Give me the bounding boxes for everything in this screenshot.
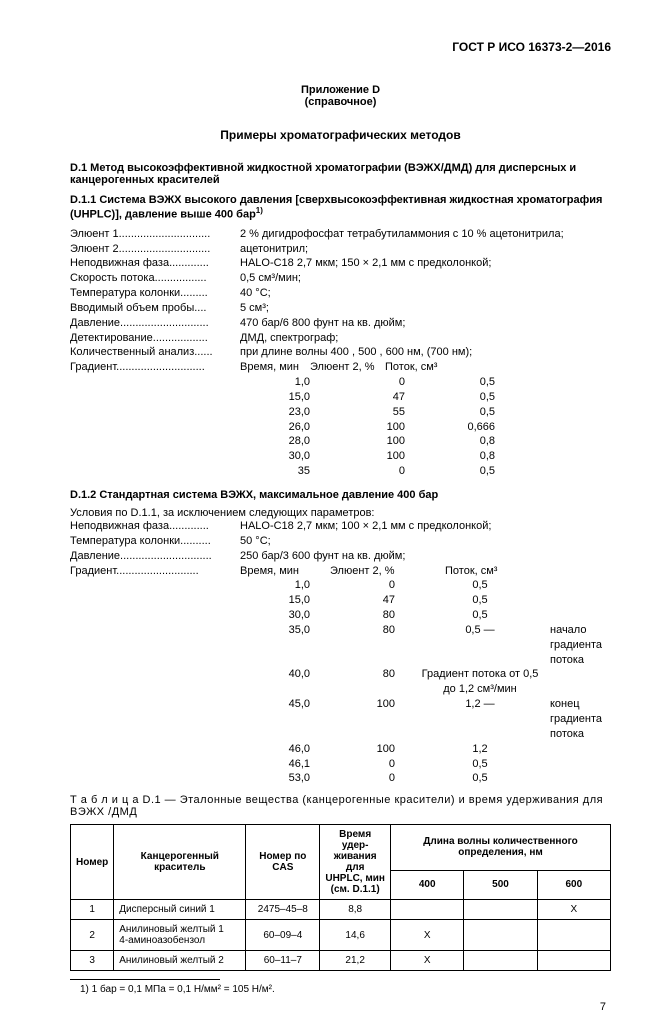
param-label: Вводимый объем пробы....: [70, 301, 240, 316]
param-row: Элюент 2..............................ац…: [70, 242, 611, 257]
grad2-h-pct: Элюент 2, %: [330, 564, 415, 579]
section-d12: D.1.2 Стандартная система ВЭЖХ, максимал…: [70, 489, 611, 501]
appendix-label: Приложение D (справочное): [70, 84, 611, 108]
param-label: Количественный анализ......: [70, 345, 240, 360]
param-row: Неподвижная фаза.............HALO-C18 2,…: [70, 519, 611, 534]
table-row: 2Анилиновый желтый 1 4-аминоазобензол60–…: [71, 920, 611, 951]
gradient2-header: Время, мин Элюент 2, % Поток, см³: [240, 564, 611, 579]
param-row: Давление..............................25…: [70, 549, 611, 564]
param-row: Скорость потока.................0,5 см³/…: [70, 271, 611, 286]
gradient2-label: Градиент...........................: [70, 564, 240, 787]
gradient2-line: Градиент........................... Врем…: [70, 564, 611, 787]
grad1-h-flow: Поток, см³: [385, 360, 455, 375]
section-d11: D.1.1 Система ВЭЖХ высокого давления [св…: [70, 194, 611, 221]
gradient-row: 3500,5: [240, 464, 611, 479]
param-row: Детектирование..................ДМД, спе…: [70, 331, 611, 346]
param-value: 2 % дигидрофосфат тетрабутиламмония с 10…: [240, 227, 611, 242]
params-d12: Неподвижная фаза.............HALO-C18 2,…: [70, 519, 611, 564]
footnote: 1) 1 бар = 0,1 МПа = 0,1 Н/мм² = 105 Н/м…: [70, 984, 611, 995]
param-value: HALO-C18 2,7 мкм; 150 × 2,1 мм с предкол…: [240, 256, 611, 271]
th-num: Номер: [71, 825, 114, 900]
table-row: 1Дисперсный синий 12475–45–88,8X: [71, 900, 611, 920]
gradient-row: 1,000,5: [240, 578, 611, 593]
grad1-h-pct: Элюент 2, %: [310, 360, 385, 375]
param-label: Скорость потока.................: [70, 271, 240, 286]
param-value: 50 °C;: [240, 534, 611, 549]
grad1-h-time: Время, мин: [240, 360, 310, 375]
th-500: 500: [464, 870, 537, 899]
param-value: 470 бар/6 800 фунт на кв. дюйм;: [240, 316, 611, 331]
gradient-row: 23,0550,5: [240, 405, 611, 420]
param-value: ацетонитрил;: [240, 242, 611, 257]
gradient-row: 35,0800,5 —начало градиента потока: [240, 623, 611, 668]
appendix-line1: Приложение D: [301, 84, 380, 96]
param-label: Температура колонки.........: [70, 286, 240, 301]
gradient-row: 46,01001,2: [240, 742, 611, 757]
gradient2-body: 1,000,515,0470,530,0800,535,0800,5 —нача…: [240, 578, 611, 786]
th-cas: Номер по CAS: [246, 825, 320, 900]
param-row: Неподвижная фаза.............HALO-C18 2,…: [70, 256, 611, 271]
gradient-row: 15,0470,5: [240, 593, 611, 608]
grad2-h-flow: Поток, см³: [415, 564, 575, 579]
gradient1-body: 1,000,515,0470,523,0550,526,01000,66628,…: [240, 375, 611, 479]
param-value: HALO-C18 2,7 мкм; 100 × 2,1 мм с предкол…: [240, 519, 611, 534]
section-d1: D.1 Метод высокоэффективной жидкостной х…: [70, 162, 611, 186]
param-label: Элюент 2..............................: [70, 242, 240, 257]
gradient-row: 28,01000,8: [240, 434, 611, 449]
param-label: Давление.............................: [70, 316, 240, 331]
gradient-row: 45,01001,2 —конец градиента потока: [240, 697, 611, 742]
gradient-row: 53,000,5: [240, 771, 611, 786]
d12-conditions: Условия по D.1.1, за исключением следующ…: [70, 507, 611, 519]
params-d11: Элюент 1..............................2 …: [70, 227, 611, 361]
table-body: 1Дисперсный синий 12475–45–88,8X2Анилино…: [71, 900, 611, 971]
d11-text: D.1.1 Система ВЭЖХ высокого давления [св…: [70, 194, 602, 221]
table-d1: Номер Канцерогенный краситель Номер по C…: [70, 824, 611, 971]
page-number: 7: [70, 1001, 611, 1013]
table-caption: Т а б л и ц а D.1 — Эталонные вещества (…: [70, 794, 611, 818]
param-label: Неподвижная фаза.............: [70, 256, 240, 271]
gradient-row: 30,0800,5: [240, 608, 611, 623]
param-label: Элюент 1..............................: [70, 227, 240, 242]
param-row: Давление.............................470…: [70, 316, 611, 331]
d11-sup: 1): [256, 206, 263, 215]
param-row: Вводимый объем пробы....5 см³;: [70, 301, 611, 316]
param-label: Детектирование..................: [70, 331, 240, 346]
param-value: 5 см³;: [240, 301, 611, 316]
param-label: Неподвижная фаза.............: [70, 519, 240, 534]
appendix-line2: (справочное): [305, 96, 377, 108]
param-label: Давление..............................: [70, 549, 240, 564]
param-row: Количественный анализ......при длине вол…: [70, 345, 611, 360]
param-row: Температура колонки.........40 °C;: [70, 286, 611, 301]
footnote-rule: [70, 979, 220, 980]
gradient-row: 15,0470,5: [240, 390, 611, 405]
param-value: при длине волны 400 , 500 , 600 нм, (700…: [240, 345, 611, 360]
param-value: ДМД, спектрограф;: [240, 331, 611, 346]
th-dye: Канцерогенный краситель: [114, 825, 246, 900]
th-ret: Время удер- живания для UHPLC, мин (см. …: [320, 825, 391, 900]
th-wave: Длина волны количественного определения,…: [391, 825, 611, 871]
param-label: Температура колонки..........: [70, 534, 240, 549]
gradient1-line: Градиент............................. Вр…: [70, 360, 611, 479]
gradient1-header: Время, мин Элюент 2, % Поток, см³: [240, 360, 611, 375]
th-600: 600: [537, 870, 610, 899]
param-value: 40 °C;: [240, 286, 611, 301]
grad2-h-time: Время, мин: [240, 564, 330, 579]
gradient-row: 46,100,5: [240, 757, 611, 772]
table-row: 3Анилиновый желтый 260–11–721,2X: [71, 951, 611, 971]
gradient-row: 40,080Градиент потока от 0,5 до 1,2 см³/…: [240, 667, 611, 697]
th-400: 400: [391, 870, 464, 899]
gradient-row: 30,01000,8: [240, 449, 611, 464]
main-title: Примеры хроматографических методов: [70, 128, 611, 142]
gradient-row: 1,000,5: [240, 375, 611, 390]
param-value: 250 бар/3 600 фунт на кв. дюйм;: [240, 549, 611, 564]
param-row: Элюент 1..............................2 …: [70, 227, 611, 242]
document-header: ГОСТ Р ИСО 16373-2—2016: [70, 40, 611, 54]
param-value: 0,5 см³/мин;: [240, 271, 611, 286]
gradient-row: 26,01000,666: [240, 420, 611, 435]
gradient1-label: Градиент.............................: [70, 360, 240, 479]
param-row: Температура колонки..........50 °C;: [70, 534, 611, 549]
